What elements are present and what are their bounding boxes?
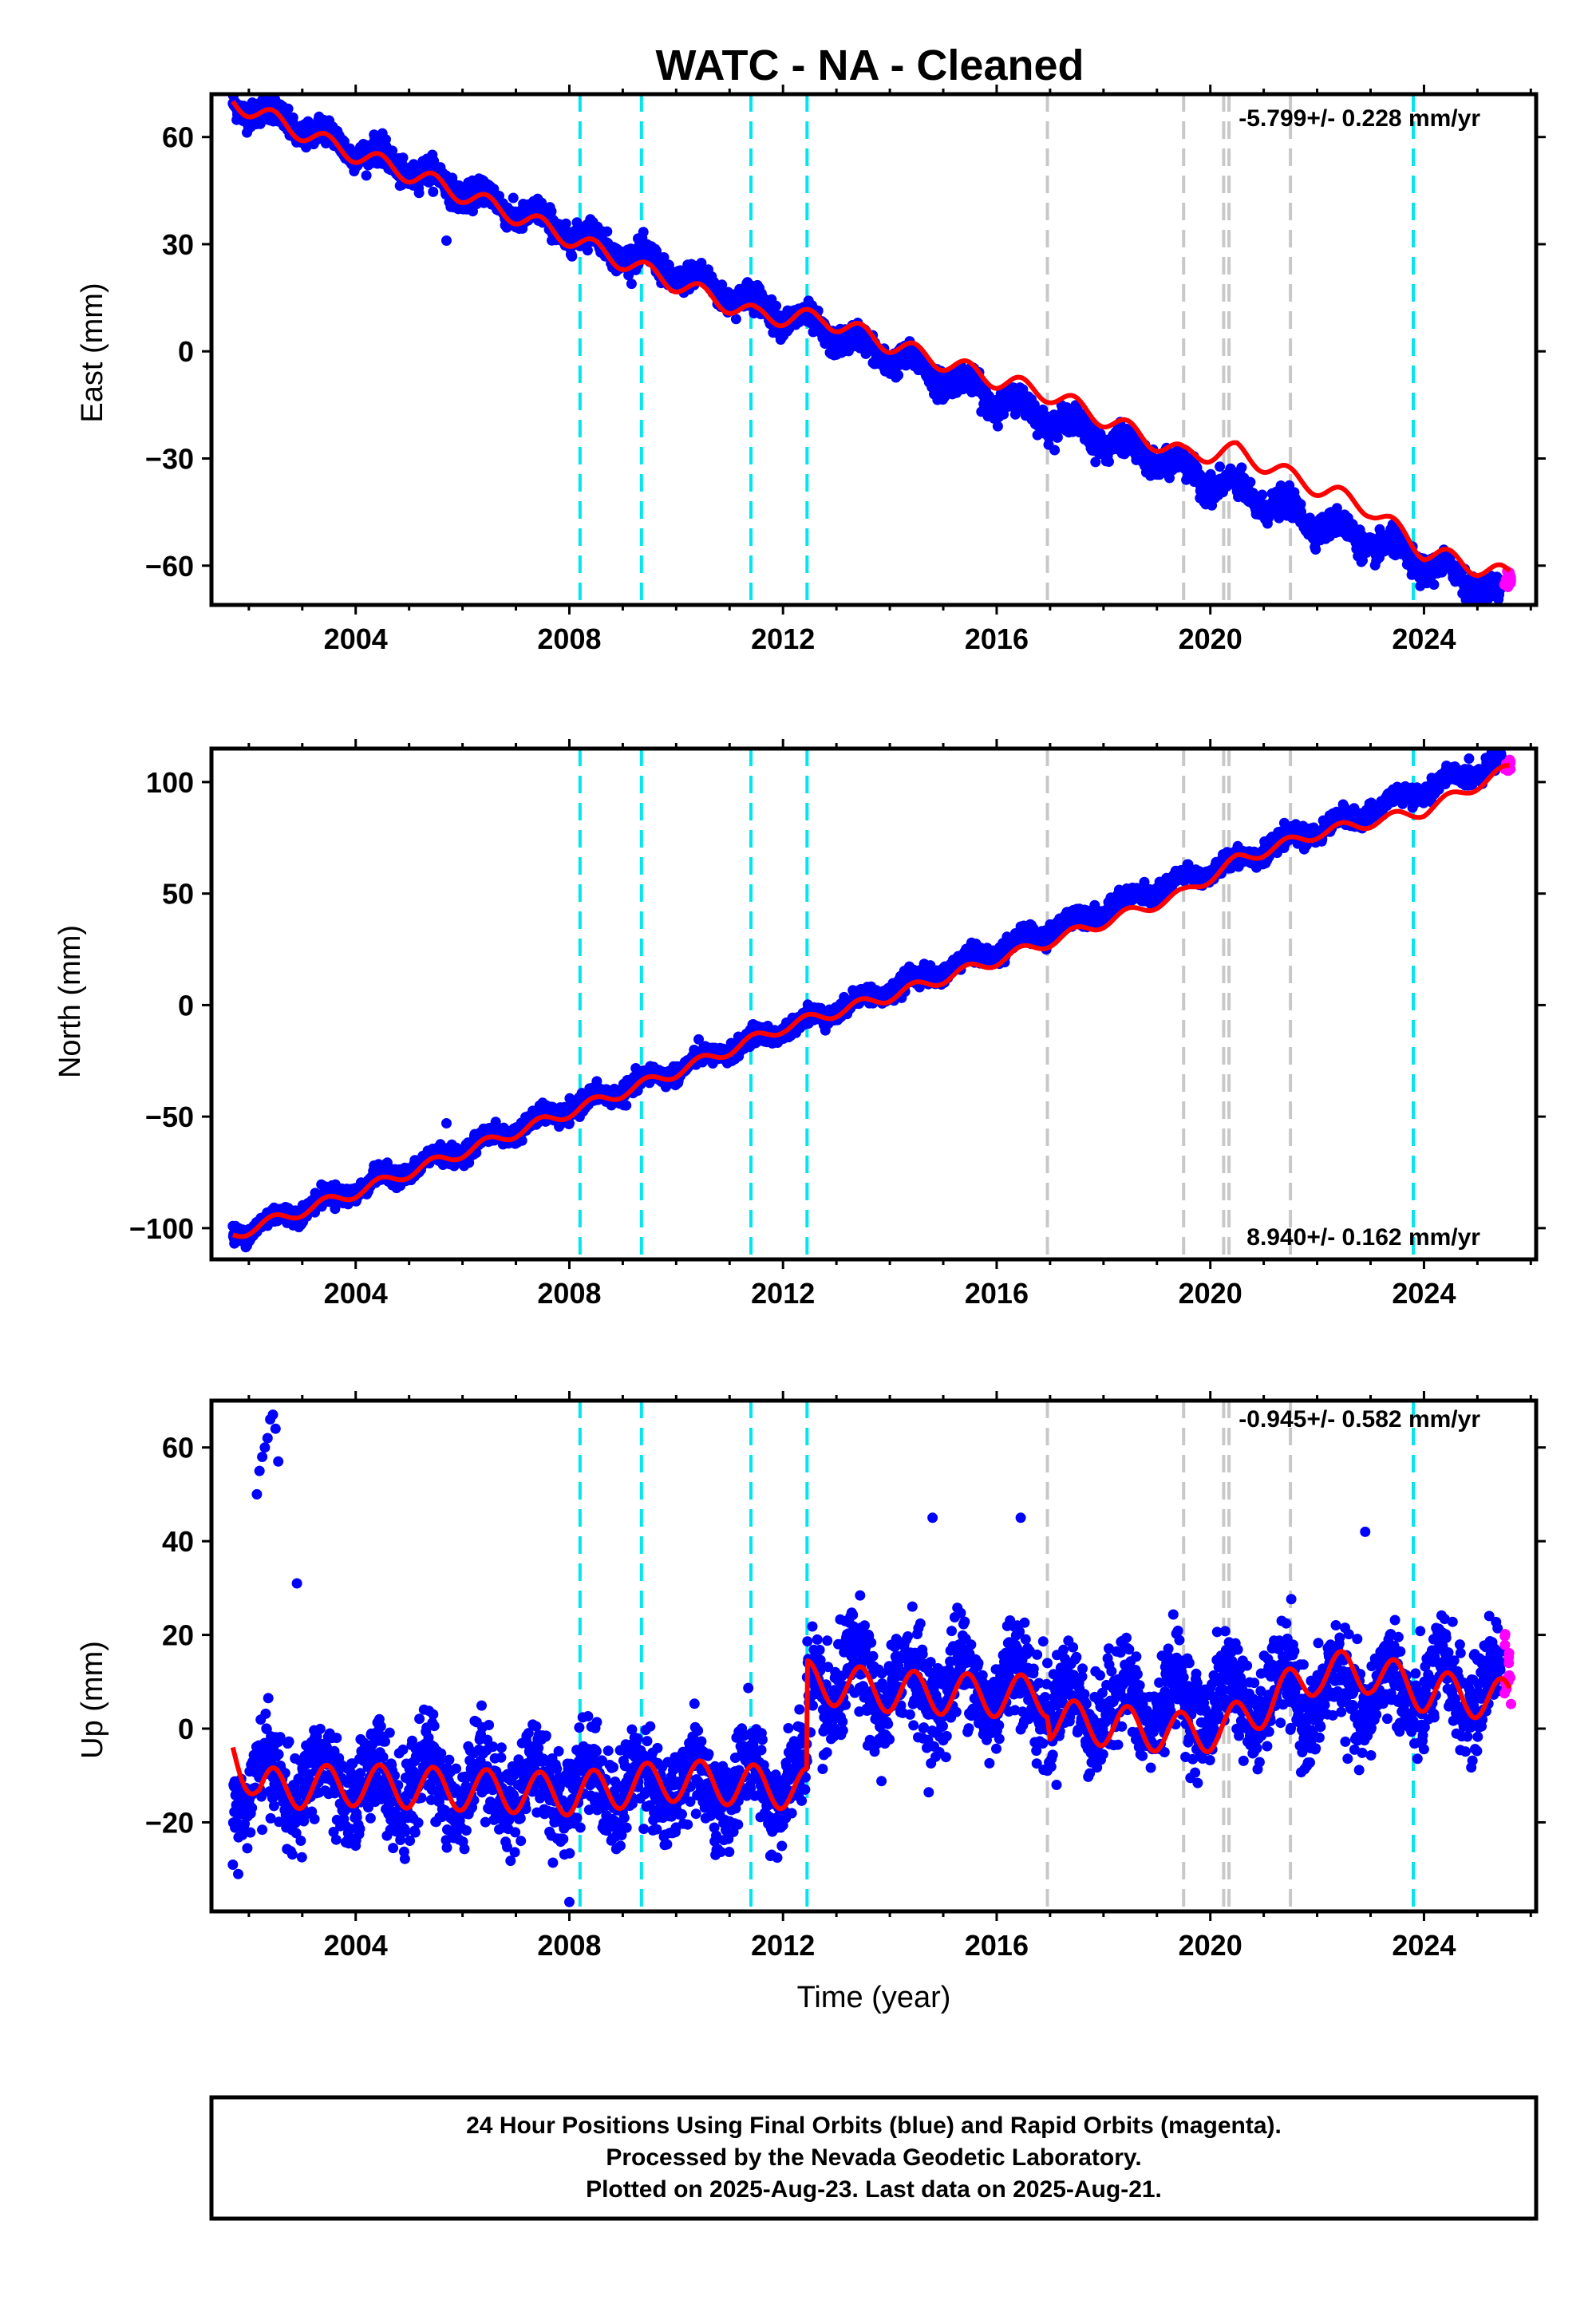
east-final-point <box>1215 461 1226 472</box>
east-y-axis-label: East (mm) <box>76 283 109 422</box>
east-x-tick-label: 2016 <box>965 622 1029 655</box>
east-final-point <box>1428 579 1440 590</box>
east-final-point <box>1245 476 1256 488</box>
east-final-point <box>441 235 452 246</box>
east-final-point <box>893 370 904 381</box>
east-final-point <box>567 251 578 262</box>
east-x-tick-label: 2020 <box>1179 622 1242 655</box>
east-x-tick-label: 2008 <box>537 622 601 655</box>
east-final-point <box>626 279 637 290</box>
north-final-point <box>621 1100 632 1111</box>
east-plot-area: 2004 2008 2012 2016 2020 2024 60 30 0 −30 −60 <box>145 85 1546 655</box>
east-y-tick-label: 30 <box>162 228 194 261</box>
east-final-point <box>582 245 593 256</box>
east-final-point <box>397 152 409 164</box>
east-final-point <box>730 314 741 325</box>
east-final-point <box>696 258 707 268</box>
east-final-point <box>428 186 439 197</box>
east-final-point <box>282 103 294 114</box>
east-y-tick-label: 60 <box>162 121 194 154</box>
east-y-tick-label: −60 <box>145 550 194 583</box>
east-final-point <box>361 170 372 181</box>
east-final-point <box>546 206 557 217</box>
east-y-tick-label: 0 <box>178 335 194 368</box>
east-final-point <box>992 421 1003 432</box>
east-final-point <box>602 226 613 237</box>
east-panel: 2004 2008 2012 2016 2020 2024 60 30 0 −30 −60 East… <box>76 85 1546 655</box>
east-final-point <box>1310 544 1321 555</box>
east-final-point <box>508 192 519 204</box>
east-final-point <box>571 217 583 228</box>
east-final-point <box>1104 456 1114 467</box>
east-final-point <box>1049 445 1061 456</box>
east-y-tick-label: −30 <box>145 443 194 476</box>
east-x-tick-label: 2012 <box>751 622 815 655</box>
east-final-point <box>717 279 728 290</box>
east-final-point <box>1236 462 1247 473</box>
east-x-tick-label: 2004 <box>324 622 388 655</box>
east-final-point <box>771 300 782 311</box>
east-final-point <box>287 112 298 123</box>
east-x-tick-label: 2024 <box>1392 622 1456 655</box>
east-plot-inner <box>227 94 1516 605</box>
east-final-point <box>1257 489 1268 500</box>
east-final-point <box>413 188 425 199</box>
east-final-point <box>638 227 649 238</box>
east-rate-label: -5.799+/- 0.228 mm/yr <box>1238 105 1480 132</box>
figure-title: WATC - NA - Cleaned <box>656 41 1084 89</box>
east-rapid-point <box>1503 571 1514 583</box>
